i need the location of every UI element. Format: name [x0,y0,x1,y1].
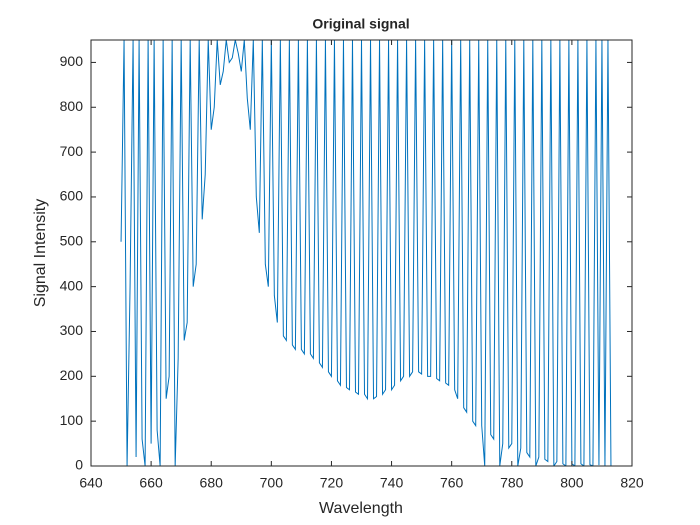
x-tick-label: 760 [440,475,464,491]
x-tick-label: 720 [320,475,344,491]
x-tick-label: 680 [200,475,224,491]
x-tick-label: 740 [380,475,404,491]
y-tick-label: 900 [60,53,84,69]
y-tick-label: 0 [75,457,83,473]
x-tick-label: 800 [560,475,584,491]
y-tick-label: 400 [60,277,84,293]
x-tick-label: 640 [79,475,103,491]
plot-area [120,40,612,466]
x-axis-label: Wavelength [319,500,403,517]
y-tick-label: 800 [60,98,84,114]
x-tick-label: 820 [620,475,644,491]
x-tick-label: 660 [139,475,163,491]
y-tick-label: 200 [60,367,84,383]
y-tick-label: 700 [60,143,84,159]
y-tick-label: 500 [60,232,84,248]
y-tick-label: 300 [60,322,84,338]
y-axis-label: Signal Intensity [32,199,49,308]
y-tick-label: 100 [60,412,84,428]
axes-box [90,39,633,467]
x-tick-label: 700 [260,475,284,491]
y-tick-label: 600 [60,188,84,204]
x-tick-label: 780 [500,475,524,491]
signal-line [120,40,612,466]
chart-title: Original signal [312,16,409,32]
